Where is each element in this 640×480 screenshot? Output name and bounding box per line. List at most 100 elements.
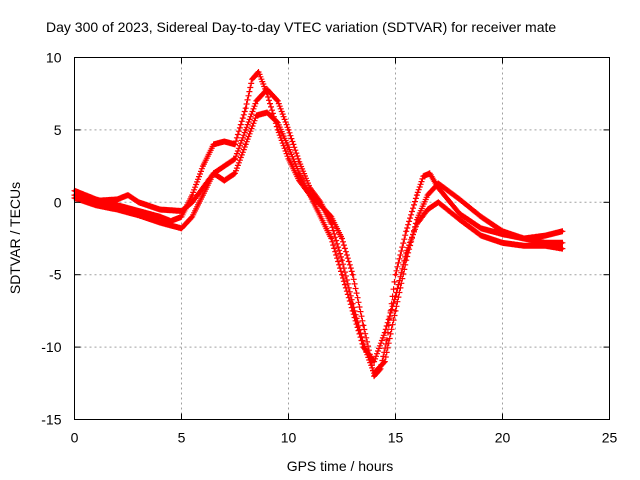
data-point bbox=[169, 219, 173, 223]
data-point bbox=[233, 157, 237, 161]
data-point bbox=[115, 197, 119, 201]
x-tick-label: 25 bbox=[602, 430, 618, 446]
data-point bbox=[426, 208, 430, 212]
data-point bbox=[351, 273, 355, 277]
data-point bbox=[201, 193, 205, 197]
data-point bbox=[383, 331, 387, 335]
data-point bbox=[404, 251, 408, 255]
data-point bbox=[361, 345, 365, 349]
data-point bbox=[222, 139, 226, 143]
y-tick-label: -5 bbox=[49, 267, 62, 283]
data-point bbox=[180, 215, 183, 219]
series-trace-c bbox=[71, 109, 566, 365]
data-point bbox=[458, 197, 462, 201]
data-point bbox=[436, 200, 440, 204]
y-tick-label: -10 bbox=[41, 339, 61, 355]
data-point bbox=[233, 142, 237, 146]
data-point bbox=[361, 323, 365, 327]
data-point bbox=[265, 111, 269, 115]
data-point bbox=[340, 237, 344, 240]
data-point bbox=[522, 237, 526, 240]
data-point bbox=[257, 70, 261, 74]
data-point bbox=[212, 171, 216, 175]
data-point bbox=[372, 360, 376, 364]
data-point bbox=[222, 164, 226, 168]
x-tick-label: 15 bbox=[388, 430, 404, 446]
y-tick-label: 0 bbox=[54, 194, 62, 210]
data-point bbox=[372, 371, 376, 375]
data-point bbox=[222, 179, 226, 183]
data-point bbox=[190, 193, 194, 197]
data-point bbox=[180, 209, 183, 213]
data-point bbox=[394, 309, 397, 313]
data-point bbox=[287, 157, 290, 161]
data-point bbox=[276, 121, 280, 125]
series-markers bbox=[71, 109, 566, 365]
data-point bbox=[137, 213, 141, 217]
data-point bbox=[479, 234, 483, 238]
data-point bbox=[351, 309, 355, 313]
data-point bbox=[421, 174, 425, 178]
plot-frame bbox=[74, 57, 610, 420]
axis-ticks: 0 5 10 15 20 25 -15 -10 -5 0 5 10 bbox=[41, 50, 617, 446]
data-point bbox=[340, 273, 344, 277]
data-point bbox=[276, 99, 280, 103]
data-point bbox=[233, 171, 237, 175]
data-point bbox=[543, 244, 547, 248]
x-tick-label: 0 bbox=[71, 430, 79, 446]
data-point bbox=[201, 164, 205, 168]
data-point bbox=[428, 171, 432, 175]
grid bbox=[74, 57, 610, 420]
x-tick-label: 20 bbox=[495, 430, 511, 446]
data-point bbox=[385, 338, 389, 342]
data-point bbox=[308, 193, 312, 197]
data-point bbox=[254, 113, 258, 117]
y-tick-label: 10 bbox=[46, 50, 62, 66]
data-point bbox=[560, 247, 564, 251]
data-point bbox=[244, 142, 248, 146]
data-point bbox=[137, 200, 141, 204]
data-point bbox=[340, 258, 344, 262]
x-tick-label: 10 bbox=[281, 430, 297, 446]
data-point bbox=[115, 208, 119, 212]
chart-title: Day 300 of 2023, Sidereal Day-to-day VTE… bbox=[46, 19, 556, 35]
data-point bbox=[94, 203, 98, 207]
data-point bbox=[158, 215, 162, 219]
data-point bbox=[180, 226, 183, 230]
data-point bbox=[158, 221, 162, 225]
data-point bbox=[212, 142, 216, 146]
data-point bbox=[436, 181, 440, 185]
data-point bbox=[94, 199, 98, 203]
data-point bbox=[458, 212, 462, 216]
data-point bbox=[297, 160, 301, 164]
data-point bbox=[319, 215, 323, 219]
data-point bbox=[287, 128, 290, 132]
data-point bbox=[319, 200, 323, 204]
data-point bbox=[458, 218, 462, 222]
data-point bbox=[254, 99, 258, 103]
data-point bbox=[297, 171, 301, 175]
data-point bbox=[426, 193, 430, 197]
data-point bbox=[522, 244, 526, 248]
data-point bbox=[415, 193, 419, 197]
data-point bbox=[404, 229, 408, 233]
data-point bbox=[137, 209, 141, 213]
data-point bbox=[394, 294, 397, 298]
data-point bbox=[501, 229, 504, 233]
data-point bbox=[501, 241, 504, 245]
data-point bbox=[115, 203, 119, 207]
data-point bbox=[394, 273, 397, 277]
data-point bbox=[201, 186, 205, 190]
data-point bbox=[250, 77, 254, 81]
data-point bbox=[329, 222, 333, 226]
data-point bbox=[560, 241, 564, 245]
data-point bbox=[479, 215, 483, 219]
data-point bbox=[560, 229, 564, 233]
x-tick-label: 5 bbox=[178, 430, 186, 446]
plot-area bbox=[71, 69, 566, 380]
x-axis-label: GPS time / hours bbox=[287, 458, 394, 474]
y-tick-label: 5 bbox=[54, 122, 62, 138]
data-point bbox=[244, 106, 248, 110]
data-point bbox=[287, 145, 290, 149]
